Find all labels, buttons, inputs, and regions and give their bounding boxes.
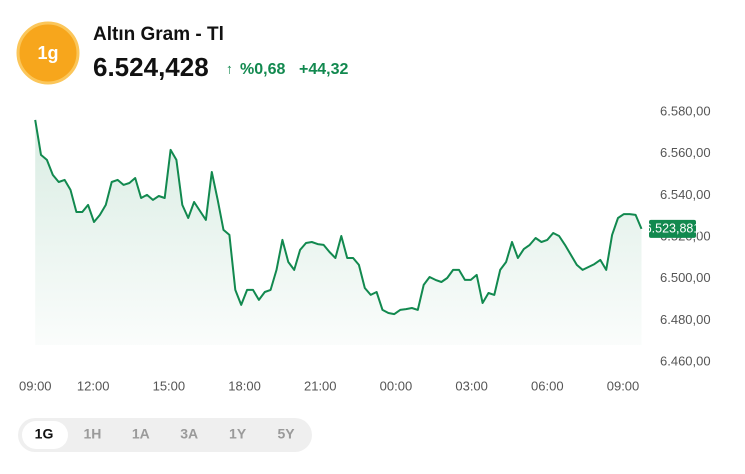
y-tick-label: 6.560,00 <box>660 145 711 160</box>
change-value: +44,32 <box>299 61 348 78</box>
x-tick-label: 09:00 <box>19 378 52 393</box>
range-button[interactable]: 1Y <box>229 426 247 442</box>
current-price-badge <box>649 219 696 238</box>
asset-icon-label: 1g <box>37 43 58 63</box>
x-tick-label: 18:00 <box>228 378 261 393</box>
x-tick-label: 00:00 <box>380 378 413 393</box>
price: 6.524,428 <box>93 52 209 82</box>
range-button[interactable]: 3A <box>180 426 198 442</box>
range-selector <box>18 418 312 452</box>
price-line <box>34 119 643 316</box>
x-tick-label: 12:00 <box>77 378 110 393</box>
y-tick-label: 6.460,00 <box>660 353 711 368</box>
x-tick-label: 06:00 <box>531 378 564 393</box>
range-button[interactable]: 1G <box>35 426 54 442</box>
current-price-label: 6.523,881 <box>645 222 701 236</box>
range-button[interactable]: 5Y <box>277 426 295 442</box>
range-button-selected[interactable] <box>22 421 68 449</box>
y-tick-label: 6.540,00 <box>660 187 711 202</box>
y-tick-label: 6.580,00 <box>660 103 711 118</box>
range-button[interactable]: 1H <box>83 426 101 442</box>
change-percent: %0,68 <box>240 61 285 78</box>
x-tick-label: 09:00 <box>607 378 640 393</box>
x-tick-label: 15:00 <box>153 378 186 393</box>
x-tick-label: 03:00 <box>455 378 488 393</box>
y-tick-label: 6.480,00 <box>660 312 711 327</box>
asset-icon <box>16 21 80 85</box>
range-button[interactable]: 1A <box>132 426 150 442</box>
y-tick-label: 6.500,00 <box>660 270 711 285</box>
asset-title: Altın Gram - Tl <box>93 24 224 45</box>
price-area <box>35 119 642 346</box>
x-tick-label: 21:00 <box>304 378 337 393</box>
change-arrow: ↑ <box>226 61 233 77</box>
